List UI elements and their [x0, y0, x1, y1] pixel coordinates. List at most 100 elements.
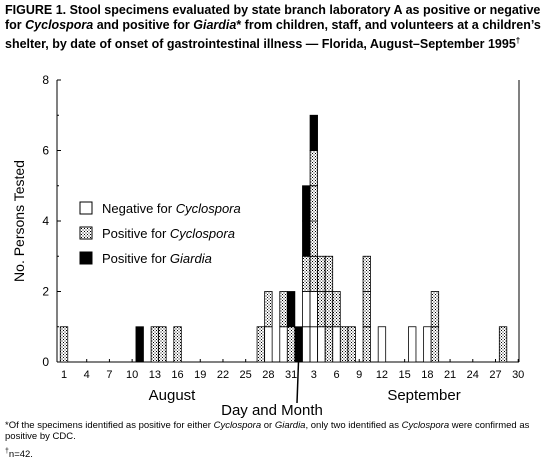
- text-part-4: * from children, staff, and volunteers a…: [5, 18, 541, 52]
- bar-positive_cyclospora-sep-19: [430, 326, 440, 363]
- text-part-3: Giardia: [193, 18, 237, 32]
- x-tick-label: 12: [376, 369, 388, 381]
- y-axis-label: No. Persons Tested: [11, 160, 27, 282]
- bar-positive_giardia-sep-1: [294, 326, 303, 363]
- text-part-2: or: [261, 420, 275, 431]
- x-tick-label: 19: [194, 369, 206, 381]
- bar-positive_cyclospora-sep-5: [324, 255, 334, 292]
- x-tick-label: 7: [106, 369, 112, 381]
- month-label-september: September: [387, 387, 460, 404]
- legend-swatch-positive_giardia: [79, 251, 93, 265]
- legend-label-positive_giardia: Positive for Giardia: [102, 251, 212, 266]
- bar-negative-sep-4: [317, 326, 326, 363]
- bar-positive_cyclospora-aug-31: [286, 326, 296, 363]
- x-tick-label: 21: [444, 369, 456, 381]
- text-part-5: Cyclospora: [401, 420, 450, 431]
- bar-positive_cyclospora-sep-4: [317, 291, 326, 328]
- bar-negative-aug-30: [279, 326, 288, 363]
- bar-positive_cyclospora-sep-5: [324, 326, 334, 363]
- bar-negative-sep-3: [309, 326, 318, 363]
- bar-negative-sep-2: [302, 326, 311, 363]
- x-tick-label: 1: [61, 369, 67, 381]
- text-part-1: Cyclospora: [213, 420, 262, 431]
- x-tick-label: 27: [489, 369, 501, 381]
- bar-positive_giardia-aug-31: [286, 291, 296, 328]
- text-part-5: †: [515, 36, 521, 45]
- bar-positive_cyclospora-sep-5: [324, 291, 334, 328]
- bar-positive_giardia-sep-2: [302, 220, 311, 257]
- x-tick-label: 9: [356, 369, 362, 381]
- x-tick-label: 30: [512, 369, 524, 381]
- text-part-4: , only two identified as: [305, 420, 402, 431]
- bar-positive_cyclospora-sep-3: [309, 255, 318, 292]
- bar-positive_cyclospora-sep-10: [362, 326, 371, 363]
- bar-positive_cyclospora-aug-14: [158, 326, 167, 363]
- month-label-august: August: [149, 387, 197, 404]
- text-part-0: FIGURE 1. Stool specimens evaluated by s…: [5, 3, 541, 32]
- bar-positive_cyclospora-aug-16: [173, 326, 182, 363]
- legend-prefix: Positive for: [102, 251, 170, 266]
- bar-positive_cyclospora-sep-10: [362, 255, 371, 292]
- legend-organism: Cyclospora: [170, 226, 235, 241]
- bar-positive_cyclospora-aug-30: [279, 291, 288, 328]
- x-tick-label: 16: [171, 369, 183, 381]
- x-axis-label: Day and Month: [221, 402, 323, 419]
- bar-negative-sep-12: [377, 326, 387, 363]
- bar-positive_cyclospora-sep-7: [339, 326, 349, 363]
- bar-positive_cyclospora-sep-8: [347, 326, 356, 363]
- bar-positive_cyclospora-sep-2: [302, 255, 311, 292]
- bar-positive_cyclospora-sep-10: [362, 291, 371, 328]
- legend-swatch-negative: [79, 201, 93, 215]
- y-tick-label-0: 0: [42, 355, 49, 369]
- x-tick-label: 31: [285, 369, 297, 381]
- y-tick-label-8: 8: [42, 73, 49, 87]
- bar-positive_cyclospora-aug-1: [59, 326, 69, 363]
- bar-positive_cyclospora-sep-4: [317, 255, 326, 292]
- x-tick-label: 22: [217, 369, 229, 381]
- x-tick-label: 6: [333, 369, 339, 381]
- text-part-3: Giardia: [274, 420, 306, 431]
- y-tick-label-6: 6: [42, 144, 49, 158]
- x-tick-label: 28: [262, 369, 274, 381]
- bar-positive_cyclospora-aug-28: [264, 291, 273, 328]
- bar-negative-sep-6: [332, 326, 341, 363]
- bar-positive_cyclospora-sep-3: [309, 185, 318, 222]
- x-tick-label: 10: [126, 369, 138, 381]
- x-tick-label: 13: [149, 369, 161, 381]
- bar-negative-sep-16: [408, 326, 417, 363]
- bar-negative-sep-3: [309, 291, 318, 328]
- footnote-specimens: *Of the specimens identified as positive…: [5, 420, 545, 442]
- text-part-1: Cyclospora: [25, 18, 94, 32]
- y-tick-label-2: 2: [42, 285, 49, 299]
- x-tick-label: 25: [240, 369, 252, 381]
- text-part-0: *Of the specimens identified as positive…: [5, 420, 214, 431]
- x-tick-label: 4: [84, 369, 90, 381]
- legend-prefix: Negative for: [102, 201, 176, 216]
- legend-prefix: Positive for: [102, 226, 170, 241]
- legend-organism: Cyclospora: [176, 201, 241, 216]
- bar-positive_cyclospora-sep-6: [332, 291, 341, 328]
- y-tick-label-4: 4: [42, 214, 49, 228]
- bar-positive_cyclospora-aug-27: [256, 326, 265, 363]
- bar-positive_cyclospora-sep-28: [498, 326, 508, 363]
- x-tick-label: 15: [399, 369, 411, 381]
- text-part-2: and positive for: [93, 18, 194, 32]
- footnote-n: †n=42.: [5, 448, 33, 461]
- bar-positive_giardia-sep-2: [302, 185, 311, 222]
- bar-negative-sep-18: [423, 326, 432, 363]
- bar-positive_cyclospora-sep-3: [309, 220, 318, 257]
- bar-negative-aug-28: [264, 326, 273, 363]
- legend-label-negative: Negative for Cyclospora: [102, 201, 241, 216]
- bar-positive_giardia-aug-11: [135, 326, 144, 363]
- text-part-6: were confirmed as positive by CDC.: [5, 420, 530, 442]
- bar-positive_cyclospora-aug-13: [150, 326, 159, 363]
- legend-organism: Giardia: [170, 251, 212, 266]
- x-tick-label: 3: [311, 369, 317, 381]
- bar-positive_cyclospora-sep-3: [309, 150, 318, 187]
- legend-swatch-positive_cyclospora: [79, 226, 93, 240]
- footnote-n-text: n=42.: [8, 449, 33, 461]
- legend-label-positive_cyclospora: Positive for Cyclospora: [102, 226, 235, 241]
- x-tick-label: 24: [467, 369, 479, 381]
- bar-positive_cyclospora-sep-19: [430, 291, 440, 328]
